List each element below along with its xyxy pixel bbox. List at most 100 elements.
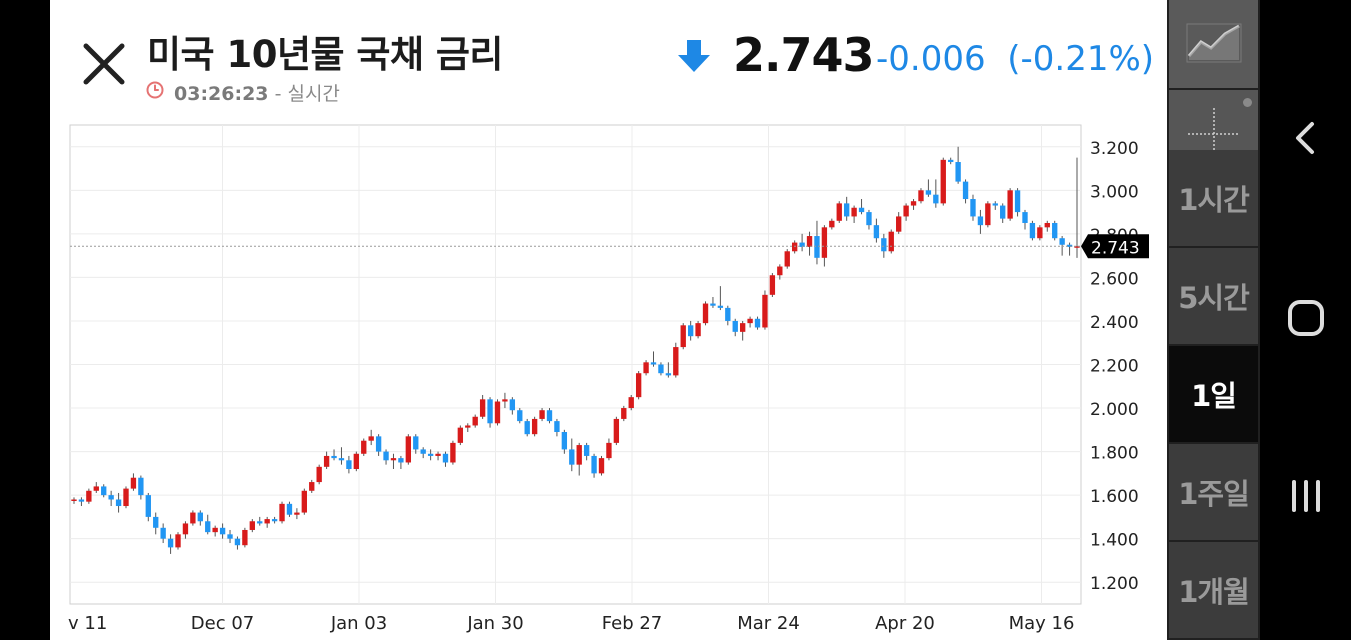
candle-body [940, 159, 946, 204]
candle-body [844, 203, 850, 217]
candle-body [160, 527, 166, 539]
candle-body [123, 488, 129, 507]
candle-body [725, 307, 731, 321]
candle-body [413, 436, 419, 450]
recent-apps-icon[interactable] [1280, 470, 1332, 522]
candle-body [375, 436, 382, 452]
candle-body [628, 397, 634, 409]
candle-body [502, 399, 508, 402]
candle-body [933, 194, 939, 204]
x-tick-label: Mar 24 [737, 613, 800, 634]
candle-body [598, 458, 605, 474]
candle-body [435, 453, 441, 456]
candle-body [583, 445, 590, 456]
y-tick-label: 3.000 [1090, 182, 1139, 202]
candle-body [762, 294, 768, 328]
candle-body [918, 190, 924, 202]
candle-body [858, 207, 865, 213]
time-value: 03:26:23 [174, 83, 269, 105]
x-tick-label: Feb 27 [602, 613, 663, 634]
candle-body [1074, 246, 1080, 248]
back-icon[interactable] [1280, 112, 1332, 164]
candle-body [992, 203, 998, 206]
clock-icon [146, 81, 164, 99]
candle-body [494, 401, 501, 424]
candle-body [427, 453, 434, 456]
candle-body [702, 303, 709, 324]
candle-body [710, 303, 716, 306]
candle-body [509, 399, 516, 411]
candle-body [227, 534, 233, 539]
close-icon[interactable] [82, 42, 126, 86]
candle-body [524, 421, 530, 435]
candle-body [561, 431, 568, 450]
candle-body [695, 323, 701, 337]
y-tick-label: 1.800 [1090, 444, 1139, 464]
price-change: -0.006 (-0.21%) [876, 39, 1154, 79]
candle-body [613, 418, 620, 443]
candle-body [331, 455, 337, 459]
instrument-title: 미국 10년물 국채 금리 [147, 33, 503, 76]
candle-body [717, 305, 724, 308]
x-tick-label: May 16 [1009, 613, 1075, 634]
candles [71, 146, 1080, 554]
candle-body [108, 495, 114, 500]
timeframe-1m[interactable]: 1개월 [1169, 542, 1258, 638]
candle-body [903, 205, 909, 217]
candle-body [769, 275, 776, 295]
candle-body [323, 455, 330, 467]
candle-body [851, 207, 857, 217]
candle-body [606, 442, 612, 459]
candle-body [1022, 212, 1028, 223]
candle-body [271, 519, 278, 522]
candle-body [309, 482, 315, 491]
candle-body [546, 410, 553, 422]
candle-body [101, 486, 107, 496]
candle-body [658, 364, 664, 374]
line-chart-icon [1186, 23, 1241, 63]
candle-body [1037, 227, 1043, 239]
candle-body [167, 538, 174, 548]
candle-body [732, 320, 738, 332]
quote-panel: 미국 10년물 국채 금리 03:26:23 - 실시간 2.743 -0.00… [50, 0, 1167, 640]
y-tick-label: 3.200 [1090, 139, 1139, 159]
candle-body [569, 449, 575, 465]
candle-body [1007, 190, 1013, 219]
timeframe-1w[interactable]: 1주일 [1169, 444, 1258, 540]
candle-body [985, 203, 991, 226]
candle-body [791, 242, 798, 252]
current-price-tag [1081, 234, 1149, 259]
candle-body [457, 427, 464, 443]
candlestick-chart[interactable]: 3.2003.0002.8002.6002.4002.2002.0001.800… [50, 0, 1167, 640]
candle-body [1059, 238, 1065, 245]
timeframe-1d[interactable]: 1일 [1169, 346, 1258, 442]
candle-body [145, 495, 151, 517]
candle-body [361, 440, 367, 454]
candle-body [799, 242, 805, 247]
candle-body [576, 445, 582, 465]
home-icon[interactable] [1280, 292, 1332, 344]
candle-body [784, 251, 790, 267]
system-navigation-bar [1260, 0, 1351, 640]
candle-body [665, 373, 672, 376]
candle-body [531, 418, 538, 435]
candle-body [1052, 222, 1058, 239]
grid-lines [70, 125, 1081, 604]
candle-body [1014, 190, 1021, 213]
y-tick-label: 2.600 [1090, 269, 1139, 289]
candle-body [1000, 205, 1006, 219]
candle-body [487, 399, 493, 424]
candle-body [739, 323, 746, 332]
y-tick-label: 1.400 [1090, 531, 1139, 551]
candle-body [279, 503, 285, 522]
candle-body [212, 527, 218, 533]
candle-body [687, 325, 694, 337]
timeframe-1h[interactable]: 1시간 [1169, 150, 1258, 246]
candle-body [153, 516, 159, 528]
chart-type-button[interactable] [1169, 0, 1258, 88]
candle-body [673, 347, 679, 376]
candle-body [977, 216, 984, 226]
candle-body [205, 521, 211, 533]
candle-body [257, 521, 263, 524]
timeframe-5h[interactable]: 5시간 [1169, 248, 1258, 344]
